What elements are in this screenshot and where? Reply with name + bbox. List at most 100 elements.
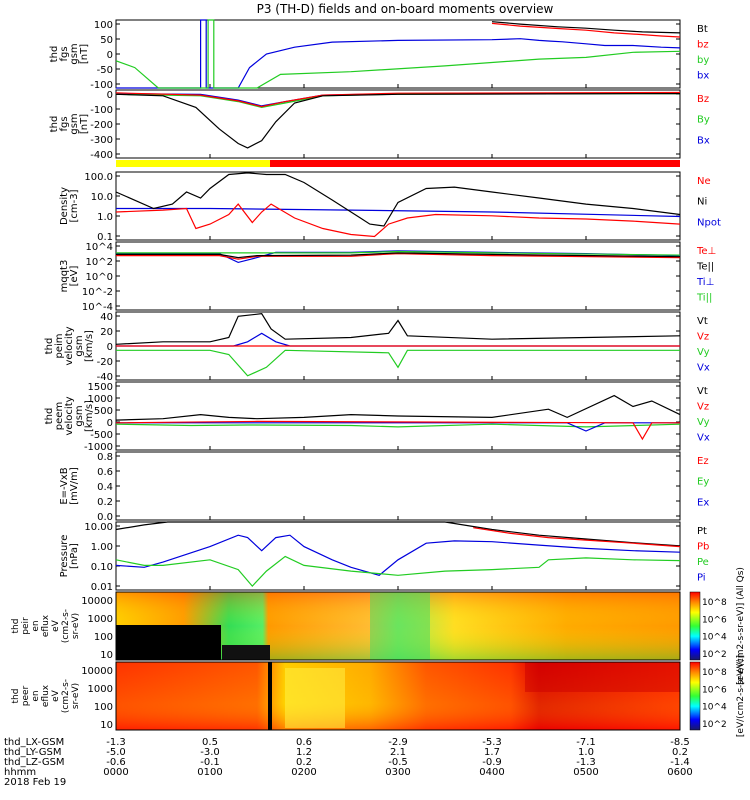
y-axis-label: gsm — [69, 43, 80, 64]
y-tick-label: 10 — [100, 650, 113, 661]
y-axis-label: eflux — [41, 614, 51, 637]
y-axis-label: sr-eV) — [71, 683, 81, 709]
ephemeris-value: -5.0 — [106, 747, 126, 758]
series-line-Pi — [115, 534, 681, 576]
series-line-Vt — [115, 313, 681, 345]
legend-label: Pb — [697, 542, 709, 553]
y-tick-label: 0.8 — [97, 452, 113, 463]
y-axis-label: velocity — [64, 396, 75, 435]
y-tick-label: 0.0 — [97, 512, 113, 523]
y-axis-label: en — [31, 620, 41, 631]
electron-spectrogram-gap — [268, 662, 272, 730]
panel-pressure: 10.00 1.00 0.10 0.01 Pressure [nPa] Pt Pb Pe Pi — [59, 521, 709, 593]
y-tick-label: 1000 — [88, 394, 113, 405]
series-line-Pe — [115, 555, 681, 587]
y-tick-label: -100 — [90, 80, 113, 91]
y-tick-label: 40 — [100, 312, 113, 323]
legend-label: Vy — [697, 417, 710, 428]
series-line-Ne — [115, 203, 681, 238]
ephemeris-value: 0200 — [291, 767, 316, 778]
y-axis-label: thd — [49, 116, 60, 133]
colorbar-tick-label: 10^2 — [702, 650, 727, 660]
panel-frame — [115, 241, 681, 311]
legend-label: Vx — [697, 363, 710, 374]
y-axis-label: [nT] — [79, 44, 90, 64]
y-tick-label: 500 — [94, 406, 113, 417]
ion-colorbar — [689, 591, 701, 661]
legend-label: Vx — [697, 433, 710, 444]
ephemeris-value: 0500 — [573, 767, 598, 778]
y-tick-label: 0.6 — [97, 467, 113, 478]
series-line-Pb — [473, 527, 681, 548]
mode-bar-yellow — [116, 160, 270, 167]
legend-label: By — [697, 115, 710, 126]
y-axis-label: fgs — [59, 116, 70, 131]
electron-spectrogram-band — [285, 668, 345, 728]
electron-colorbar — [689, 661, 701, 731]
series-line-Vx — [116, 332, 680, 347]
ephemeris-row-label: thd_LX-GSM — [4, 737, 64, 748]
y-axis-label: [cm-3] — [69, 189, 80, 222]
colorbar-tick-label: 10^8 — [702, 668, 727, 678]
ephemeris-value: -0.9 — [482, 757, 502, 768]
y-axis-label: peir — [21, 617, 31, 635]
legend-label: Ey — [697, 477, 709, 488]
ion-spectrogram-green-band — [370, 592, 430, 660]
y-tick-label: 0.01 — [91, 582, 113, 593]
y-axis-label: gsm — [74, 335, 85, 356]
ephemeris-value: 0.2 — [296, 757, 312, 768]
ephemeris-value: 0100 — [197, 767, 222, 778]
legend-label: Te⊥ — [696, 246, 716, 257]
series-line-Bt — [491, 21, 681, 34]
y-axis-label: fgs — [59, 46, 70, 61]
y-axis-label: gsm — [69, 113, 80, 134]
y-axis-label: (cm2-s- — [61, 679, 71, 713]
y-tick-label: 0.10 — [91, 562, 113, 573]
ephemeris-value: -0.1 — [200, 757, 220, 768]
y-axis-label: mqqt3 — [59, 260, 70, 293]
y-tick-label: 10 — [100, 720, 113, 731]
ephemeris-value: -7.1 — [576, 737, 596, 748]
figure-title: P3 (TH-D) fields and on-board moments ov… — [257, 2, 554, 16]
y-axis-label: E=-VxB — [59, 467, 70, 504]
legend-label: Ti⊥ — [696, 277, 714, 288]
y-tick-label: 0.1 — [97, 232, 113, 243]
legend-label: Pe — [697, 557, 709, 568]
y-axis-label: [nT] — [79, 114, 90, 134]
legend-label: Bt — [697, 24, 708, 35]
colorbar-tick-label: 10^2 — [702, 720, 727, 730]
y-axis-label: [nPa] — [69, 543, 80, 569]
colorbar-tick-label: 10^4 — [702, 703, 727, 713]
legend-label: Pt — [697, 526, 707, 537]
colorbar-title: [eV/(cm2-s-sr-eV)] (All Qs) — [736, 567, 746, 685]
y-axis-label: peim — [54, 333, 65, 358]
ephemeris-value: -2.9 — [388, 737, 408, 748]
y-tick-label: -1000 — [84, 442, 113, 453]
y-tick-label: 10^-4 — [82, 302, 113, 313]
y-tick-label: 100 — [94, 20, 113, 31]
series-line-Pt — [115, 521, 681, 547]
series-line-Ni — [115, 172, 681, 227]
series-line-by — [115, 19, 681, 89]
y-tick-label: 0 — [107, 50, 113, 61]
y-axis-label: thd — [44, 338, 55, 355]
series-line-Bz — [115, 91, 681, 108]
ephemeris-value: 0.2 — [672, 747, 688, 758]
panel-frame — [115, 171, 681, 241]
y-tick-label: 50 — [100, 35, 113, 46]
legend-label: bx — [697, 71, 709, 82]
series-line-Bt — [115, 93, 681, 149]
legend-label: Npot — [697, 217, 721, 228]
y-tick-label: 10000 — [81, 596, 113, 607]
legend-label: Vt — [697, 386, 708, 397]
colorbar-title: [eV/(cm2-s-sr-eV)] — [736, 655, 746, 737]
panel-fgs_gsm: 100 50 0 -50 -100 thd fgs gsm [nT] Bt bz by bx — [49, 19, 709, 91]
y-tick-label: -200 — [90, 120, 113, 131]
ephemeris-row-label: thd_LY-GSM — [4, 747, 61, 758]
y-tick-label: 10^4 — [86, 242, 113, 253]
series-line-Vy — [115, 423, 681, 428]
date-label: 2018 Feb 19 — [4, 777, 66, 788]
series-line-bx — [116, 19, 681, 89]
colorbars — [689, 591, 701, 731]
